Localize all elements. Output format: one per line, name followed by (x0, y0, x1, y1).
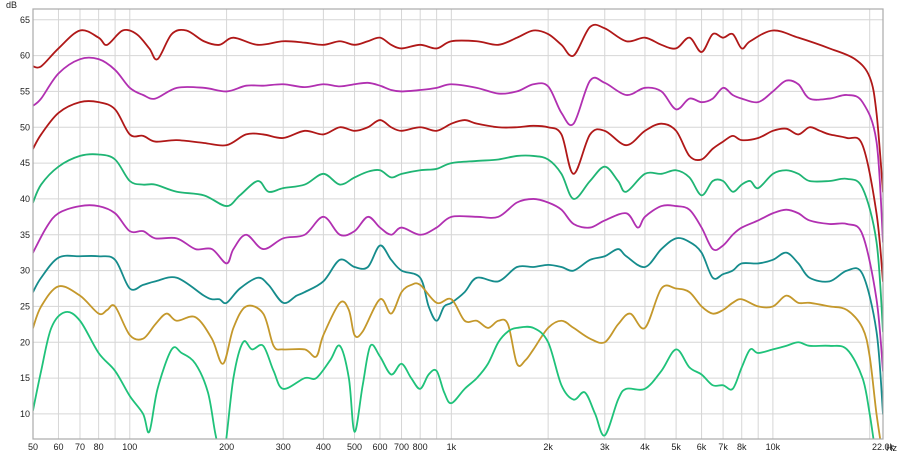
series-line-6 (33, 237, 883, 415)
y-tick-label: 10 (20, 409, 30, 419)
y-tick-label: 60 (20, 51, 30, 61)
y-tick-label: 35 (20, 230, 30, 240)
series-line-2 (33, 56, 883, 243)
x-tick-label: 6k (697, 442, 707, 452)
grid-lines (32, 9, 884, 439)
x-tick-label: 1k (447, 442, 457, 452)
x-tick-label: 8k (737, 442, 747, 452)
series-line-5 (33, 198, 883, 372)
x-tick-label: 700 (394, 442, 409, 452)
series-line-1 (33, 23, 883, 193)
x-tick-label: 500 (347, 442, 362, 452)
axis-labels: 10 15 20 25 30 35 40 45 50 55 60 65 50 60 70 80 100 200 30… (20, 15, 895, 452)
y-tick-label: 15 (20, 373, 30, 383)
x-tick-label: 10k (766, 442, 781, 452)
y-tick-label: 55 (20, 86, 30, 96)
y-tick-label: 20 (20, 337, 30, 347)
y-tick-label: 30 (20, 266, 30, 276)
plot-frame (32, 8, 884, 440)
y-tick-label: 40 (20, 194, 30, 204)
y-unit-label: dB (6, 0, 17, 10)
y-tick-label: 25 (20, 301, 30, 311)
y-tick-label: 50 (20, 122, 30, 132)
x-tick-label: 400 (316, 442, 331, 452)
x-tick-label: 5k (671, 442, 681, 452)
x-unit-label: Hz (886, 443, 897, 453)
y-tick-label: 65 (20, 15, 30, 25)
x-tick-label: 2k (543, 442, 553, 452)
x-tick-label: 60 (53, 442, 63, 452)
x-tick-label: 3k (600, 442, 610, 452)
series-line-3 (33, 100, 883, 283)
x-tick-label: 100 (122, 442, 137, 452)
x-tick-label: 800 (413, 442, 428, 452)
x-tick-label: 300 (276, 442, 291, 452)
series-line-8 (33, 311, 875, 439)
x-tick-label: 50 (28, 442, 38, 452)
x-tick-label: 7k (718, 442, 728, 452)
x-tick-label: 22.0k (872, 442, 895, 452)
x-tick-label: 70 (75, 442, 85, 452)
x-tick-label: 80 (94, 442, 104, 452)
x-tick-label: 200 (219, 442, 234, 452)
series-line-7 (33, 282, 882, 439)
x-tick-label: 600 (372, 442, 387, 452)
y-tick-label: 45 (20, 158, 30, 168)
series-line-4 (33, 153, 883, 333)
series-lines (33, 23, 883, 439)
x-tick-label: 4k (640, 442, 650, 452)
